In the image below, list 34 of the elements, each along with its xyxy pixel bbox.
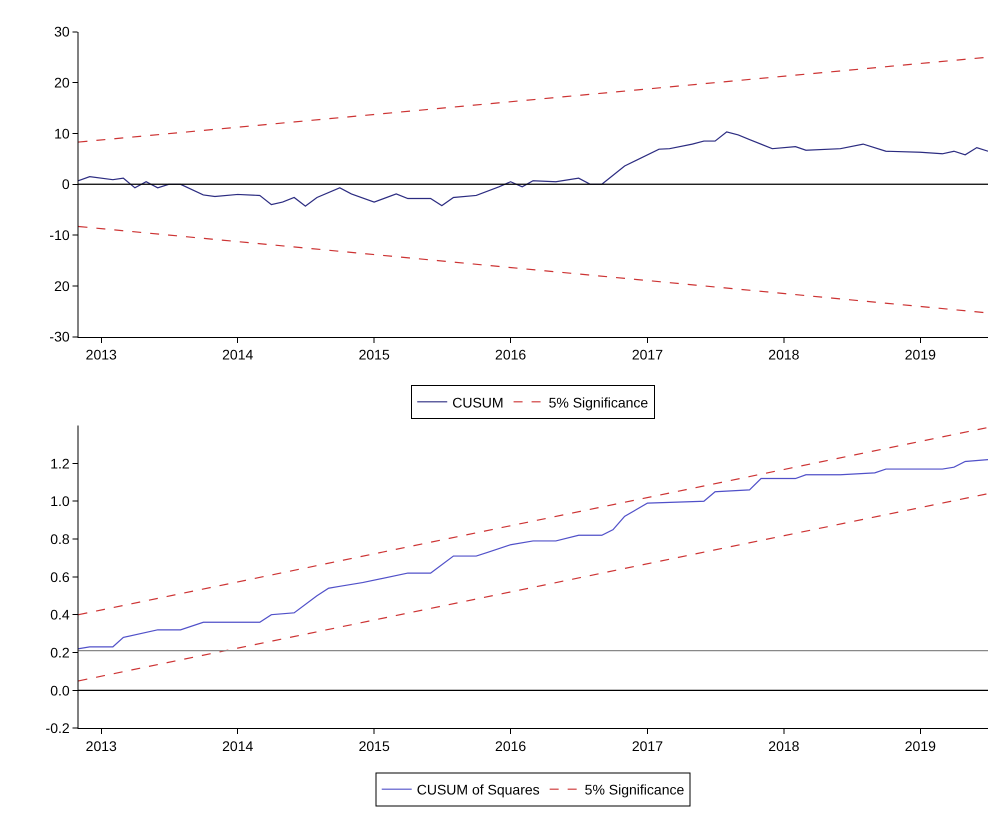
x-tick-label: 2014: [222, 346, 254, 363]
legend-label: CUSUM: [452, 394, 504, 410]
y-tick-label: 0.8: [50, 530, 70, 547]
legend-label: 5% Significance: [548, 394, 648, 410]
x-tick-label: 2014: [222, 738, 254, 754]
y-tick-label: 1.2: [50, 455, 70, 472]
x-tick-label: 2017: [632, 738, 664, 754]
x-tick-label: 2015: [358, 346, 390, 363]
x-tick-label: 2016: [495, 738, 526, 754]
x-tick-label: 2017: [632, 346, 664, 363]
y-tick-label: -0.2: [46, 720, 70, 736]
y-tick-label: -30: [49, 328, 70, 345]
y-tick-label: 0.0: [50, 682, 70, 698]
x-tick-label: 2018: [768, 346, 800, 363]
y-tick-label: -10: [49, 227, 70, 244]
x-tick-label: 2018: [768, 738, 800, 754]
legend-label: 5% Significance: [584, 782, 684, 798]
y-tick-label: 1.0: [50, 493, 70, 510]
x-tick-label: 2013: [86, 738, 118, 754]
y-tick-label: 0: [62, 176, 70, 192]
y-tick-label: 0.2: [50, 644, 70, 660]
y-tick-label: 20: [54, 278, 70, 294]
y-tick-label: 20: [54, 74, 70, 90]
line-series: [78, 459, 988, 650]
y-tick-label: 0.4: [50, 606, 70, 623]
y-tick-label: 10: [54, 125, 70, 142]
x-tick-label: 2019: [904, 346, 936, 363]
x-tick-label: 2019: [904, 738, 936, 754]
x-tick-label: 2013: [86, 346, 118, 363]
y-tick-label: 30: [54, 24, 70, 40]
legend-label: CUSUM of Squares: [416, 782, 540, 798]
x-tick-label: 2015: [358, 738, 390, 754]
x-tick-label: 2016: [495, 346, 526, 363]
y-tick-label: 0.6: [50, 568, 70, 585]
